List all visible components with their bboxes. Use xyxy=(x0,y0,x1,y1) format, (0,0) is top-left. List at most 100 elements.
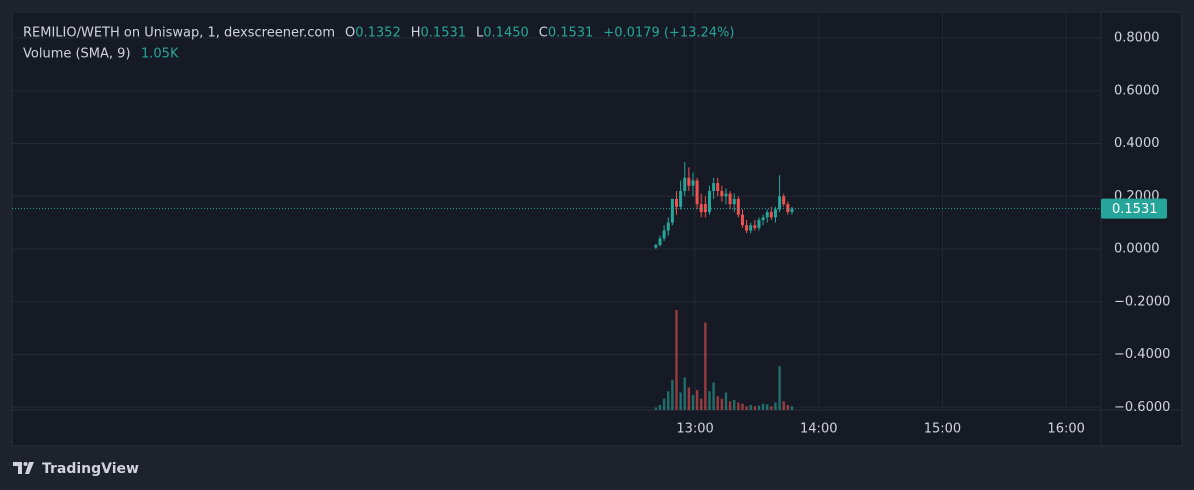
volume-bar xyxy=(667,391,670,410)
candle-body xyxy=(724,193,728,197)
candle-body xyxy=(670,198,674,223)
candle-body xyxy=(691,180,695,186)
x-tick-label: 14:00 xyxy=(800,422,837,437)
volume-bar xyxy=(675,310,678,410)
volume-bar xyxy=(683,377,686,410)
volume-bar xyxy=(770,406,773,410)
candle-body xyxy=(703,204,707,213)
volume-sma: 1.05K xyxy=(141,47,179,62)
last-price-label: 0.1531 xyxy=(1112,202,1158,217)
legend-value: 0.1531 xyxy=(421,26,467,41)
candle-body xyxy=(666,222,670,231)
volume-bar xyxy=(658,405,662,410)
volume-bar xyxy=(786,405,790,410)
brand: TradingView xyxy=(42,461,139,477)
legend-value: 0.1352 xyxy=(355,26,401,41)
volume-bar xyxy=(741,403,744,410)
y-tick-label: 0.0000 xyxy=(1114,242,1160,257)
chart-title: REMILIO/WETH on Uniswap, 1, dexscreener.… xyxy=(23,26,335,41)
volume-bar xyxy=(687,387,691,410)
volume-label: Volume (SMA, 9) xyxy=(23,47,131,62)
volume-bar xyxy=(712,382,715,410)
legend-key: O xyxy=(345,26,355,41)
volume-bar xyxy=(679,392,682,410)
candle-body xyxy=(761,217,765,220)
volume-bar xyxy=(753,406,757,410)
volume-bar xyxy=(671,380,674,410)
candle-body xyxy=(728,193,732,205)
candle-body xyxy=(773,209,777,218)
volume-bar xyxy=(790,406,794,410)
candle-body xyxy=(786,204,790,213)
candle-body xyxy=(674,198,678,207)
candle-body xyxy=(720,190,724,197)
candle-body xyxy=(749,225,753,231)
volume-bar xyxy=(720,398,724,410)
candle-body xyxy=(740,214,744,226)
y-tick-label: 0.6000 xyxy=(1114,83,1160,98)
volume-bar xyxy=(728,401,732,410)
volume-bar xyxy=(654,407,658,410)
volume-bar xyxy=(700,398,703,410)
chart-frame xyxy=(11,11,1183,447)
volume-bar xyxy=(704,322,707,410)
y-tick-label: −0.6000 xyxy=(1114,400,1170,415)
candle-body xyxy=(687,177,691,186)
candle-body xyxy=(757,219,761,228)
volume-bar xyxy=(691,395,695,410)
candle-body xyxy=(712,183,716,191)
volume-bar xyxy=(749,405,752,410)
legend-key: C xyxy=(539,26,548,41)
last-price-box xyxy=(1101,198,1167,219)
candle-body xyxy=(732,198,736,205)
candle-body xyxy=(753,225,757,228)
legend-value: 0.1531 xyxy=(548,26,594,41)
volume-bar xyxy=(724,392,728,410)
candle-body xyxy=(716,183,720,191)
volume-bar xyxy=(778,366,781,410)
candle-body xyxy=(745,225,749,231)
y-tick-label: 0.4000 xyxy=(1114,136,1160,151)
volume-bar xyxy=(733,400,736,410)
volume-bar xyxy=(745,406,748,410)
candle-body xyxy=(778,196,782,210)
tradingview-logo xyxy=(13,462,34,474)
volume-bar xyxy=(782,401,785,410)
candle-body xyxy=(782,196,786,205)
candle-body xyxy=(662,230,666,239)
legend-change: +0.0179 (+13.24%) xyxy=(603,26,734,41)
candle-body xyxy=(654,245,658,248)
volume-bar xyxy=(716,396,719,410)
y-tick-label: −0.4000 xyxy=(1114,347,1170,362)
volume-bar xyxy=(695,390,699,410)
candle-body xyxy=(790,208,794,213)
candle-body xyxy=(707,190,711,213)
candle-body xyxy=(736,198,740,215)
volume-bar xyxy=(766,404,769,410)
volume-bar xyxy=(774,402,777,410)
candle-body xyxy=(699,204,703,213)
volume-bar xyxy=(662,398,666,410)
candle-body xyxy=(769,212,773,218)
volume-bar xyxy=(761,403,765,410)
plot-area xyxy=(12,12,1101,410)
candle-body xyxy=(679,190,683,207)
top-mask xyxy=(0,0,1101,12)
x-tick-label: 15:00 xyxy=(924,422,961,437)
y-tick-label: 0.8000 xyxy=(1114,31,1160,46)
volume-bar xyxy=(708,391,711,410)
x-tick-label: 16:00 xyxy=(1047,422,1084,437)
legend-key: L xyxy=(476,26,484,41)
y-tick-label: −0.2000 xyxy=(1114,294,1170,309)
candle-body xyxy=(683,177,687,191)
candle-body xyxy=(695,180,699,205)
candle-body xyxy=(658,238,662,246)
volume-bar xyxy=(737,402,740,410)
candle-body xyxy=(765,212,769,218)
legend-value: 0.1450 xyxy=(483,26,529,41)
legend-key: H xyxy=(411,26,421,41)
x-tick-label: 13:00 xyxy=(676,422,713,437)
volume-bar xyxy=(757,405,761,410)
